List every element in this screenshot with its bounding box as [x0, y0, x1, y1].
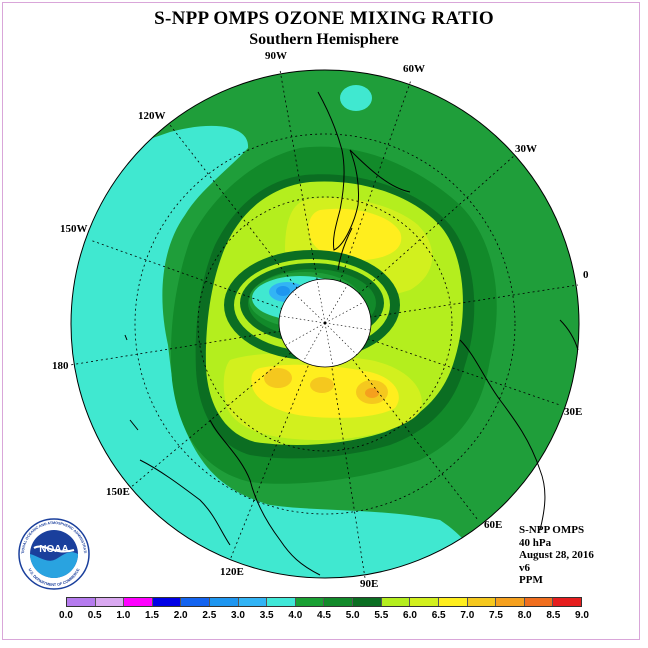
contour-7p0-b	[310, 377, 334, 393]
contour-3p5	[71, 125, 490, 578]
colorbar	[66, 597, 582, 607]
map-boundary	[70, 69, 580, 579]
colorbar-segment	[238, 598, 268, 606]
colorbar-segment	[95, 598, 125, 606]
south-america-coast	[317, 91, 411, 251]
info-units: PPM	[519, 574, 543, 586]
info-pressure-level: 40 hPa	[519, 536, 552, 549]
lon-label-120e: 120E	[220, 566, 244, 578]
colorbar-label: 5.0	[345, 610, 360, 621]
new-zealand-coast	[139, 459, 231, 546]
colorbar-segment	[438, 598, 468, 606]
pole-graticule	[279, 279, 371, 368]
colorbar-label: 1.5	[145, 610, 159, 621]
lon-label-60w: 60W	[403, 63, 425, 75]
colorbar-label: 0.0	[59, 610, 73, 621]
colorbar-segment	[553, 598, 581, 606]
colorbar-segment	[295, 598, 325, 606]
colorbar-label: 8.0	[517, 610, 532, 621]
contour-3p5-blob	[340, 85, 372, 111]
colorbar-label: 3.5	[259, 610, 274, 621]
lon-label-60e: 60E	[484, 519, 503, 531]
colorbar-label: 2.5	[202, 610, 217, 621]
colorbar-label: 6.5	[431, 610, 446, 621]
colorbar-segment	[353, 598, 382, 606]
colorbar-label: 7.0	[460, 610, 475, 621]
lon-label-30w: 30W	[515, 143, 537, 155]
noaa-logo: NOAA NATIONAL OCEANIC AND ATMOSPHERIC AD…	[18, 518, 90, 590]
colorbar-segment	[467, 598, 497, 606]
colorbar-label: 7.5	[489, 610, 503, 621]
colorbar-segment	[324, 598, 354, 606]
colorbar-label: 6.0	[403, 610, 417, 621]
colorbar-segment	[152, 598, 182, 606]
colorbar-label: 4.0	[288, 610, 303, 621]
contour-6p5-north	[308, 208, 402, 261]
contour-7p5	[365, 388, 379, 398]
colorbar-label: 3.0	[231, 610, 245, 621]
lon-label-90w: 90W	[265, 50, 287, 62]
colorbar-segment	[496, 598, 525, 606]
info-date: August 28, 2016	[519, 549, 594, 561]
colorbar-segment	[210, 598, 239, 606]
colorbar-segment	[410, 598, 439, 606]
colorbar-segment	[67, 598, 96, 606]
colorbar-segment	[124, 598, 153, 606]
info-instrument: S-NPP OMPS	[519, 524, 585, 536]
colorbar-label: 2.0	[173, 610, 188, 621]
colorbar-label: 5.5	[374, 610, 389, 621]
colorbar-label: 9.0	[575, 610, 589, 621]
lon-label-150w: 150W	[60, 223, 88, 235]
lon-label-180: 180	[52, 360, 69, 372]
colorbar-label: 0.5	[87, 610, 102, 621]
colorbar-label: 8.5	[546, 610, 561, 621]
colorbar-label: 4.5	[317, 610, 331, 621]
info-version: v6	[519, 561, 530, 574]
colorbar-segment	[181, 598, 211, 606]
noaa-logo-text: NOAA	[39, 544, 68, 555]
image-frame	[2, 2, 640, 640]
map-subtitle: Southern Hemisphere	[249, 31, 399, 48]
map-title: S-NPP OMPS OZONE MIXING RATIO	[154, 8, 494, 29]
lon-label-0: 0	[583, 269, 589, 281]
lon-label-90e: 90E	[360, 578, 379, 590]
australia-coast	[209, 419, 321, 576]
lon-label-150e: 150E	[106, 486, 130, 498]
colorbar-segment	[524, 598, 554, 606]
africa-coast	[459, 339, 546, 531]
colorbar-label: 1.0	[116, 610, 131, 621]
lon-label-30e: 30E	[564, 406, 583, 418]
lon-label-120w: 120W	[138, 110, 166, 122]
metadata-block: S-NPP OMPS 40 hPa August 28, 2016 v6 PPM	[519, 524, 594, 587]
coastlines	[124, 91, 579, 576]
colorbar-segment	[267, 598, 296, 606]
contour-7p0-a	[264, 368, 292, 388]
colorbar-segment	[381, 598, 411, 606]
